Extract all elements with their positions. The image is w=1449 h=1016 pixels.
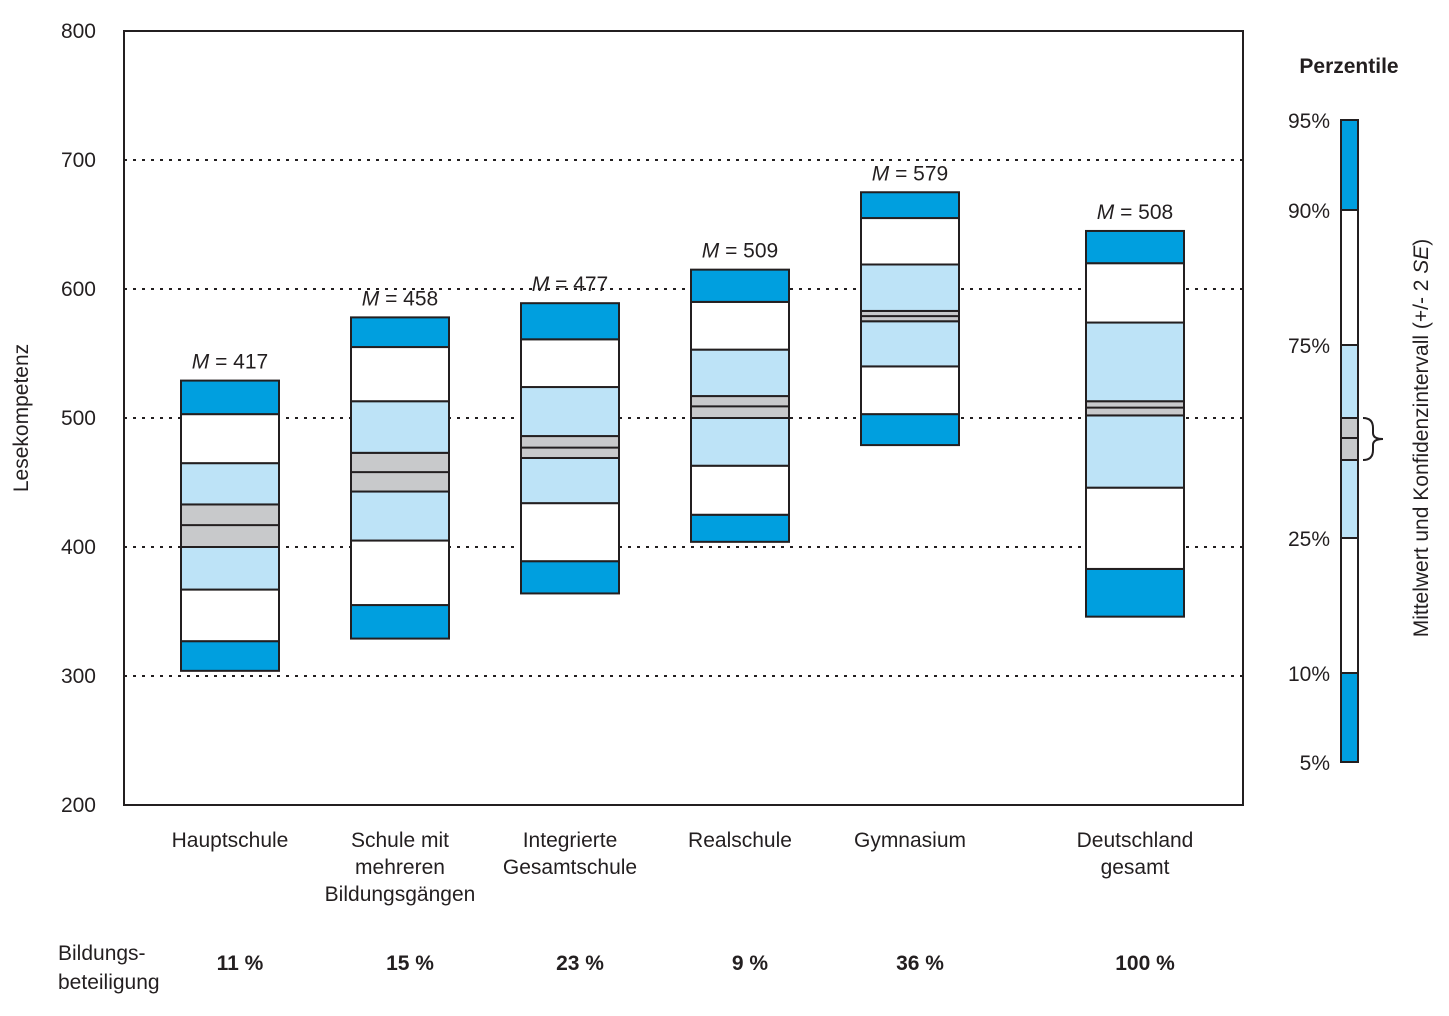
seg-ci-p75 (860, 263, 960, 312)
share-schule-mit-mehreren-bildungsgaengen: 15 % (386, 952, 434, 975)
y-tick-label-800: 800 (61, 20, 96, 43)
share-deutschland-gesamt: 100 % (1115, 952, 1175, 975)
seg-p90-p95 (180, 379, 280, 416)
seg-p75-p90 (180, 413, 280, 465)
y-tick-label-500: 500 (61, 407, 96, 430)
legend-seg-ci-75 (1340, 344, 1359, 419)
seg-ci-p75 (520, 386, 620, 438)
share-gymnasium: 36 % (896, 952, 944, 975)
legend-seg-25-ci (1340, 459, 1359, 539)
legend-percentile-label: 10% (1288, 663, 1330, 686)
mean-label-integrierte-gesamtschule: M = 477 (532, 273, 608, 296)
mean-label-hauptschule: M = 417 (192, 351, 268, 374)
category-label-deutschland-gesamt: Deutschland gesamt (1077, 829, 1194, 879)
seg-p75-p90 (1085, 262, 1185, 324)
seg-p90-p95 (690, 268, 790, 303)
share-realschule: 9 % (732, 952, 769, 975)
category-label-schule-mit-mehreren-bildungsgaengen: Schule mit mehreren Bildungsgängen (325, 829, 476, 906)
legend-percentile-label: 75% (1288, 335, 1330, 358)
mean-labels: M = 417 M = 458 M = 477 M = 509 M = 579 M = 5… (192, 162, 1173, 373)
seg-p5-p10 (350, 604, 450, 640)
seg-p10-p25 (690, 464, 790, 516)
legend-percentile-label: 25% (1288, 528, 1330, 551)
legend-percentile-label: 5% (1300, 752, 1330, 775)
seg-p90-p95 (1085, 229, 1185, 265)
box-hauptschule (180, 379, 280, 672)
seg-p10-p25 (520, 502, 620, 563)
seg-p75-p90 (520, 338, 620, 389)
seg-p10-p25 (180, 588, 280, 643)
seg-p75-p90 (350, 346, 450, 403)
seg-p10-p25 (350, 539, 450, 607)
legend-seg-90-95 (1340, 119, 1359, 211)
seg-p75-p90 (690, 300, 790, 351)
legend-percentile-label: 90% (1288, 200, 1330, 223)
y-tick-label-400: 400 (61, 536, 96, 559)
category-label-realschule: Realschule (688, 829, 792, 852)
gridlines (124, 159, 1243, 677)
seg-p90-p95 (860, 191, 960, 220)
seg-p5-p10 (1085, 567, 1185, 618)
y-axis-label: Lesekompetenz (10, 344, 33, 492)
seg-p25-ci (860, 320, 960, 368)
share-hauptschule: 11 % (217, 952, 264, 975)
mean-label-realschule: M = 509 (702, 240, 778, 263)
seg-p25-ci (690, 417, 790, 467)
seg-p10-p25 (1085, 486, 1185, 570)
seg-p25-ci (350, 490, 450, 542)
participation-label: Bildungs-beteiligung (58, 942, 160, 994)
seg-p5-p10 (180, 640, 280, 672)
y-axis: 800 700 600 500 400 300 200 (61, 20, 96, 817)
box-realschule (690, 268, 790, 543)
legend-seg-5-10 (1340, 672, 1359, 763)
seg-ci-p75 (1085, 321, 1185, 403)
seg-p90-p95 (350, 316, 450, 349)
box-integrierte-gesamtschule (520, 302, 620, 595)
seg-p90-p95 (520, 302, 620, 341)
mean-label-gymnasium: M = 579 (872, 162, 948, 185)
seg-ci-p75 (690, 348, 790, 398)
seg-p25-ci (180, 546, 280, 591)
y-tick-label-300: 300 (61, 665, 96, 688)
seg-p5-p10 (520, 560, 620, 595)
legend-seg-10-25 (1340, 537, 1359, 674)
y-tick-label-600: 600 (61, 278, 96, 301)
boxes (180, 191, 1185, 672)
seg-p5-p10 (690, 513, 790, 543)
mean-label-schule-mit-mehreren-bildungsgaengen: M = 458 (362, 287, 438, 310)
seg-ci-p75 (180, 462, 280, 506)
category-label-integrierte-gesamtschule: Integrierte Gesamtschule (503, 829, 637, 879)
legend-side-label: Mittelwert und Konfidenzintervall (+/- 2… (1410, 239, 1433, 638)
category-labels: Hauptschule Schule mit mehreren Bildungsgän… (172, 829, 1194, 906)
category-label-hauptschule: Hauptschule (172, 829, 289, 852)
y-tick-label-700: 700 (61, 149, 96, 172)
seg-ci-p75 (350, 400, 450, 454)
box-gymnasium (860, 191, 960, 447)
mean-label-deutschland-gesamt: M = 508 (1097, 201, 1173, 224)
participation-row: 11 % 15 % 23 % 9 % 36 % 100 % Bildungs-beteili… (58, 942, 1175, 994)
seg-p10-p25 (860, 365, 960, 416)
share-integrierte-gesamtschule: 23 % (556, 952, 604, 975)
legend-seg-75-90 (1340, 209, 1359, 346)
seg-p5-p10 (860, 413, 960, 447)
category-label-gymnasium: Gymnasium (854, 829, 966, 852)
legend-brace (1362, 417, 1384, 461)
seg-p75-p90 (860, 217, 960, 266)
legend-title: Perzentile (1299, 55, 1398, 78)
seg-p25-ci (1085, 414, 1185, 489)
plot-frame (123, 30, 1244, 806)
box-deutschland-gesamt (1085, 229, 1185, 618)
box-schule-mit-mehreren-bildungsgaengen (350, 316, 450, 640)
seg-p25-ci (520, 456, 620, 505)
legend-percentile-label: 95% (1288, 110, 1330, 133)
y-tick-label-200: 200 (61, 794, 96, 817)
percentile-legend: Perzentile 95% 90% 75% 25% 10% 5% Mittelwert un… (1288, 55, 1433, 775)
